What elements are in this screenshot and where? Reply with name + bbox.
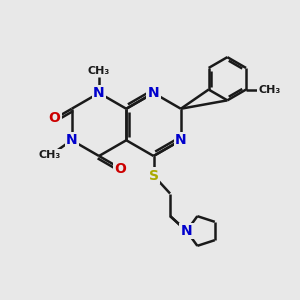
Text: N: N (181, 224, 192, 238)
Text: O: O (115, 162, 127, 176)
Text: CH₃: CH₃ (39, 150, 61, 160)
Text: N: N (175, 133, 187, 147)
Text: O: O (48, 111, 60, 125)
Text: N: N (148, 86, 159, 100)
Text: CH₃: CH₃ (258, 85, 281, 94)
Text: CH₃: CH₃ (88, 66, 110, 76)
Text: N: N (66, 133, 77, 147)
Text: N: N (93, 86, 105, 100)
Text: S: S (148, 169, 159, 182)
